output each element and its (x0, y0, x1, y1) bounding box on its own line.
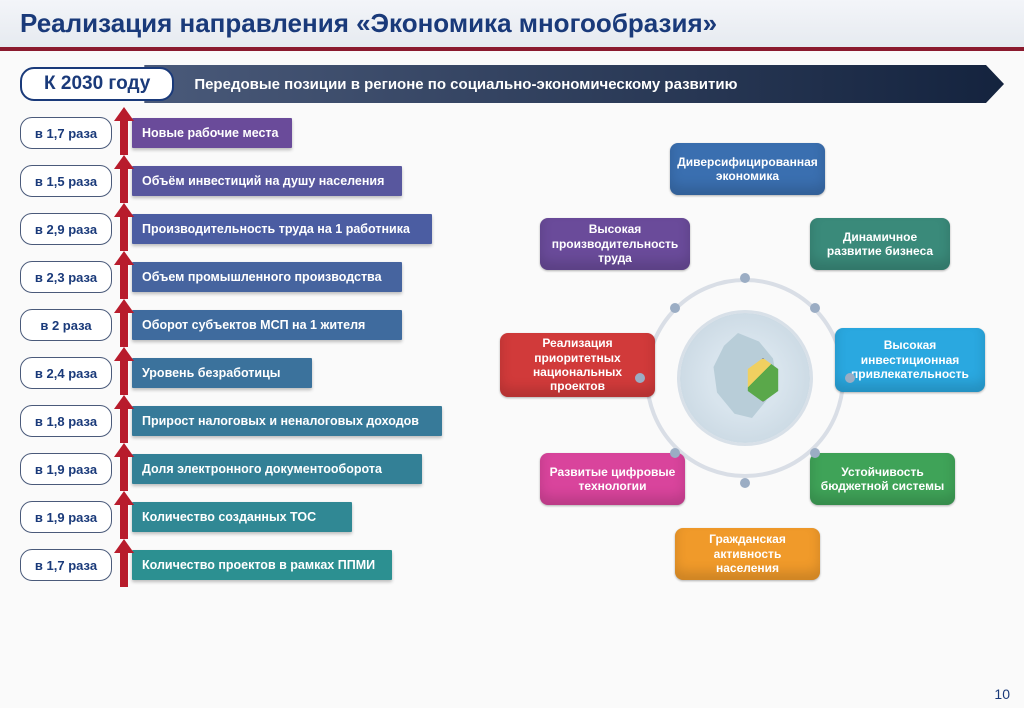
arrow-up-icon (116, 399, 132, 443)
arrow-up-icon (116, 207, 132, 251)
page-number: 10 (994, 686, 1010, 702)
metric-label-bar: Количество созданных ТОС (132, 502, 352, 532)
connector-dot (740, 273, 750, 283)
metric-value-box: в 1,9 раза (20, 453, 112, 485)
metric-value-box: в 1,8 раза (20, 405, 112, 437)
metric-row: в 1,9 раза Количество созданных ТОС (20, 497, 480, 537)
content-area: в 1,7 раза Новые рабочие места в 1,5 раза О… (0, 113, 1024, 593)
title-bar: Реализация направления «Экономика многоо… (0, 0, 1024, 51)
arrow-up-icon (116, 447, 132, 491)
metric-label-bar: Уровень безработицы (132, 358, 312, 388)
metric-row: в 2,4 раза Уровень безработицы (20, 353, 480, 393)
metric-value-box: в 1,9 раза (20, 501, 112, 533)
arrow-up-icon (116, 111, 132, 155)
arrow-up-icon (116, 255, 132, 299)
metric-row: в 2 раза Оборот субъектов МСП на 1 жителя (20, 305, 480, 345)
metric-label-bar: Доля электронного документооборота (132, 454, 422, 484)
arrow-up-icon (116, 543, 132, 587)
connector-dot (635, 373, 645, 383)
diagram-node: Устойчивость бюджетной системы (810, 453, 955, 505)
metric-value-box: в 2,9 раза (20, 213, 112, 245)
connector-dot (670, 448, 680, 458)
diagram-node: Реализация приоритетных национальных про… (500, 333, 655, 397)
metric-label-bar: Объем промышленного производства (132, 262, 402, 292)
diagram-node: Гражданская активность населения (675, 528, 820, 580)
year-badge: К 2030 году (20, 67, 174, 101)
metric-label-bar: Объём инвестиций на душу населения (132, 166, 402, 196)
metric-row: в 1,7 раза Количество проектов в рамках П… (20, 545, 480, 585)
metric-row: в 1,8 раза Прирост налоговых и неналоговы… (20, 401, 480, 441)
metric-value-box: в 2 раза (20, 309, 112, 341)
metric-label-bar: Новые рабочие места (132, 118, 292, 148)
subheading-arrow: Передовые позиции в регионе по социально… (144, 65, 1004, 103)
metric-value-box: в 1,7 раза (20, 549, 112, 581)
arrow-up-icon (116, 303, 132, 347)
diagram-node: Развитые цифровые технологии (540, 453, 685, 505)
center-map-icon (680, 313, 810, 443)
metric-label-bar: Оборот субъектов МСП на 1 жителя (132, 310, 402, 340)
metric-label-bar: Прирост налоговых и неналоговых доходов (132, 406, 442, 436)
diagram-column: Диверсифицированная экономика Высокая про… (500, 113, 1004, 593)
metric-label-bar: Производительность труда на 1 работника (132, 214, 432, 244)
arrow-up-icon (116, 159, 132, 203)
arrow-up-icon (116, 495, 132, 539)
metric-row: в 2,3 раза Объем промышленного производст… (20, 257, 480, 297)
metrics-column: в 1,7 раза Новые рабочие места в 1,5 раза О… (20, 113, 480, 593)
metric-label-bar: Количество проектов в рамках ППМИ (132, 550, 392, 580)
metric-value-box: в 2,3 раза (20, 261, 112, 293)
connector-dot (670, 303, 680, 313)
metric-value-box: в 1,5 раза (20, 165, 112, 197)
metric-row: в 1,5 раза Объём инвестиций на душу насел… (20, 161, 480, 201)
diagram-node: Динамичное развитие бизнеса (810, 218, 950, 270)
connector-dot (810, 303, 820, 313)
connector-dot (810, 448, 820, 458)
connector-dot (740, 478, 750, 488)
connector-dot (845, 373, 855, 383)
metric-row: в 2,9 раза Производительность труда на 1 … (20, 209, 480, 249)
diagram-node: Высокая производительность труда (540, 218, 690, 270)
metric-value-box: в 2,4 раза (20, 357, 112, 389)
metric-value-box: в 1,7 раза (20, 117, 112, 149)
diagram-node: Высокая инвестиционная привлекательность (835, 328, 985, 392)
arrow-up-icon (116, 351, 132, 395)
subheading-row: К 2030 году Передовые позиции в регионе … (20, 65, 1004, 103)
metric-row: в 1,7 раза Новые рабочие места (20, 113, 480, 153)
metric-row: в 1,9 раза Доля электронного документообо… (20, 449, 480, 489)
diagram-node: Диверсифицированная экономика (670, 143, 825, 195)
page-title: Реализация направления «Экономика многоо… (20, 8, 1004, 39)
